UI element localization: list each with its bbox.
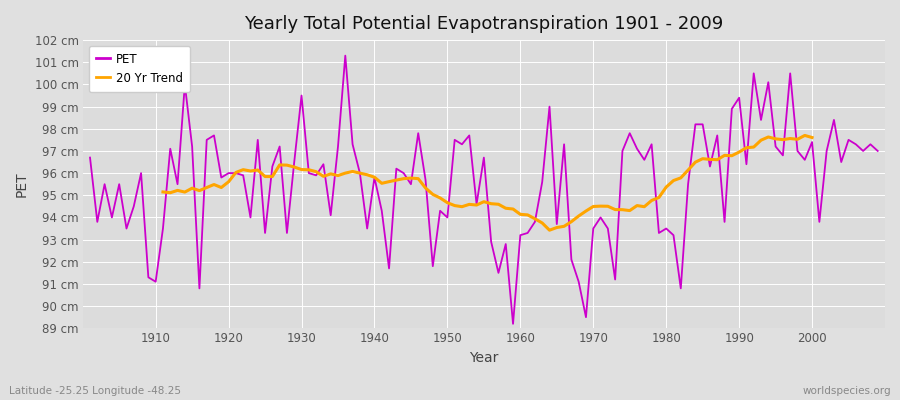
PET [143,275,154,280]
20 Yr Trend [617,207,628,212]
20 Yr Trend [806,135,817,140]
20 Yr Trend [799,133,810,138]
Text: Latitude -25.25 Longitude -48.25: Latitude -25.25 Longitude -48.25 [9,386,181,396]
Y-axis label: PET: PET [15,171,29,197]
20 Yr Trend [719,153,730,158]
20 Yr Trend [785,136,796,141]
PET [522,230,533,235]
Legend: PET, 20 Yr Trend: PET, 20 Yr Trend [88,46,190,92]
PET [340,53,351,58]
Line: 20 Yr Trend: 20 Yr Trend [163,136,812,230]
PET [355,171,365,176]
PET [303,171,314,176]
PET [617,148,628,153]
20 Yr Trend [158,190,168,194]
PET [872,148,883,153]
Title: Yearly Total Potential Evapotranspiration 1901 - 2009: Yearly Total Potential Evapotranspiratio… [244,15,724,33]
20 Yr Trend [544,228,555,232]
PET [529,220,540,224]
PET [85,155,95,160]
X-axis label: Year: Year [469,351,499,365]
Text: worldspecies.org: worldspecies.org [803,386,891,396]
PET [508,322,518,326]
Line: PET: PET [90,56,878,324]
20 Yr Trend [705,157,716,162]
20 Yr Trend [355,171,365,176]
20 Yr Trend [245,169,256,174]
